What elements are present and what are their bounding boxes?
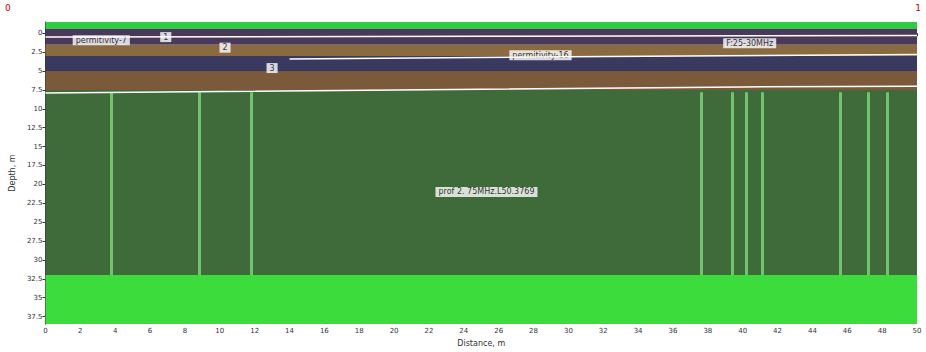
svg-text:46: 46 bbox=[843, 327, 852, 335]
svg-text:44: 44 bbox=[808, 327, 817, 335]
svg-text:12: 12 bbox=[250, 327, 259, 335]
svg-text:0: 0 bbox=[43, 327, 47, 335]
svg-text:36: 36 bbox=[669, 327, 678, 335]
svg-text:28: 28 bbox=[529, 327, 538, 335]
svg-text:38: 38 bbox=[703, 327, 712, 335]
svg-text:8: 8 bbox=[183, 327, 187, 335]
svg-text:prof 2. 75MHz.L50.3769: prof 2. 75MHz.L50.3769 bbox=[438, 187, 534, 196]
svg-text:27.5: 27.5 bbox=[27, 237, 43, 245]
svg-text:2.5: 2.5 bbox=[31, 48, 42, 56]
svg-text:16: 16 bbox=[320, 327, 329, 335]
svg-text:Depth, m: Depth, m bbox=[8, 154, 17, 191]
svg-text:18: 18 bbox=[355, 327, 364, 335]
svg-text:10: 10 bbox=[215, 327, 224, 335]
svg-text:50: 50 bbox=[913, 327, 922, 335]
svg-text:6: 6 bbox=[148, 327, 153, 335]
svg-text:35: 35 bbox=[34, 294, 43, 302]
svg-text:22: 22 bbox=[424, 327, 433, 335]
svg-text:26: 26 bbox=[494, 327, 503, 335]
svg-text:permitivity-16: permitivity-16 bbox=[512, 51, 568, 60]
svg-text:10: 10 bbox=[34, 105, 43, 113]
svg-text:34: 34 bbox=[634, 327, 643, 335]
svg-text:32: 32 bbox=[599, 327, 608, 335]
svg-text:2: 2 bbox=[222, 43, 227, 52]
svg-text:1: 1 bbox=[163, 32, 169, 42]
svg-text:37.5: 37.5 bbox=[27, 313, 43, 321]
svg-text:32.5: 32.5 bbox=[27, 275, 43, 283]
svg-text:2: 2 bbox=[78, 327, 82, 335]
svg-text:40: 40 bbox=[738, 327, 747, 335]
svg-text:15: 15 bbox=[34, 143, 43, 151]
svg-text:42: 42 bbox=[773, 327, 782, 335]
svg-text:48: 48 bbox=[878, 327, 887, 335]
svg-text:22.5: 22.5 bbox=[27, 199, 43, 207]
svg-text:3: 3 bbox=[270, 64, 275, 73]
svg-text:12.5: 12.5 bbox=[27, 124, 43, 132]
svg-text:5: 5 bbox=[38, 67, 42, 75]
svg-text:30: 30 bbox=[34, 256, 43, 264]
svg-text:1: 1 bbox=[915, 3, 921, 13]
svg-text:20: 20 bbox=[390, 327, 399, 335]
svg-text:permitivity-7: permitivity-7 bbox=[75, 35, 127, 45]
svg-text:7.5: 7.5 bbox=[31, 86, 42, 94]
svg-text:25: 25 bbox=[34, 218, 43, 226]
svg-text:14: 14 bbox=[285, 327, 294, 335]
svg-text:Distance, m: Distance, m bbox=[457, 339, 505, 348]
svg-text:20: 20 bbox=[34, 180, 43, 188]
svg-text:F:25-30MHz: F:25-30MHz bbox=[726, 39, 773, 48]
svg-text:24: 24 bbox=[459, 327, 468, 335]
svg-text:0: 0 bbox=[38, 29, 42, 37]
svg-text:0: 0 bbox=[5, 3, 11, 13]
svg-text:4: 4 bbox=[113, 327, 118, 335]
svg-text:30: 30 bbox=[564, 327, 573, 335]
svg-text:17.5: 17.5 bbox=[27, 161, 43, 169]
